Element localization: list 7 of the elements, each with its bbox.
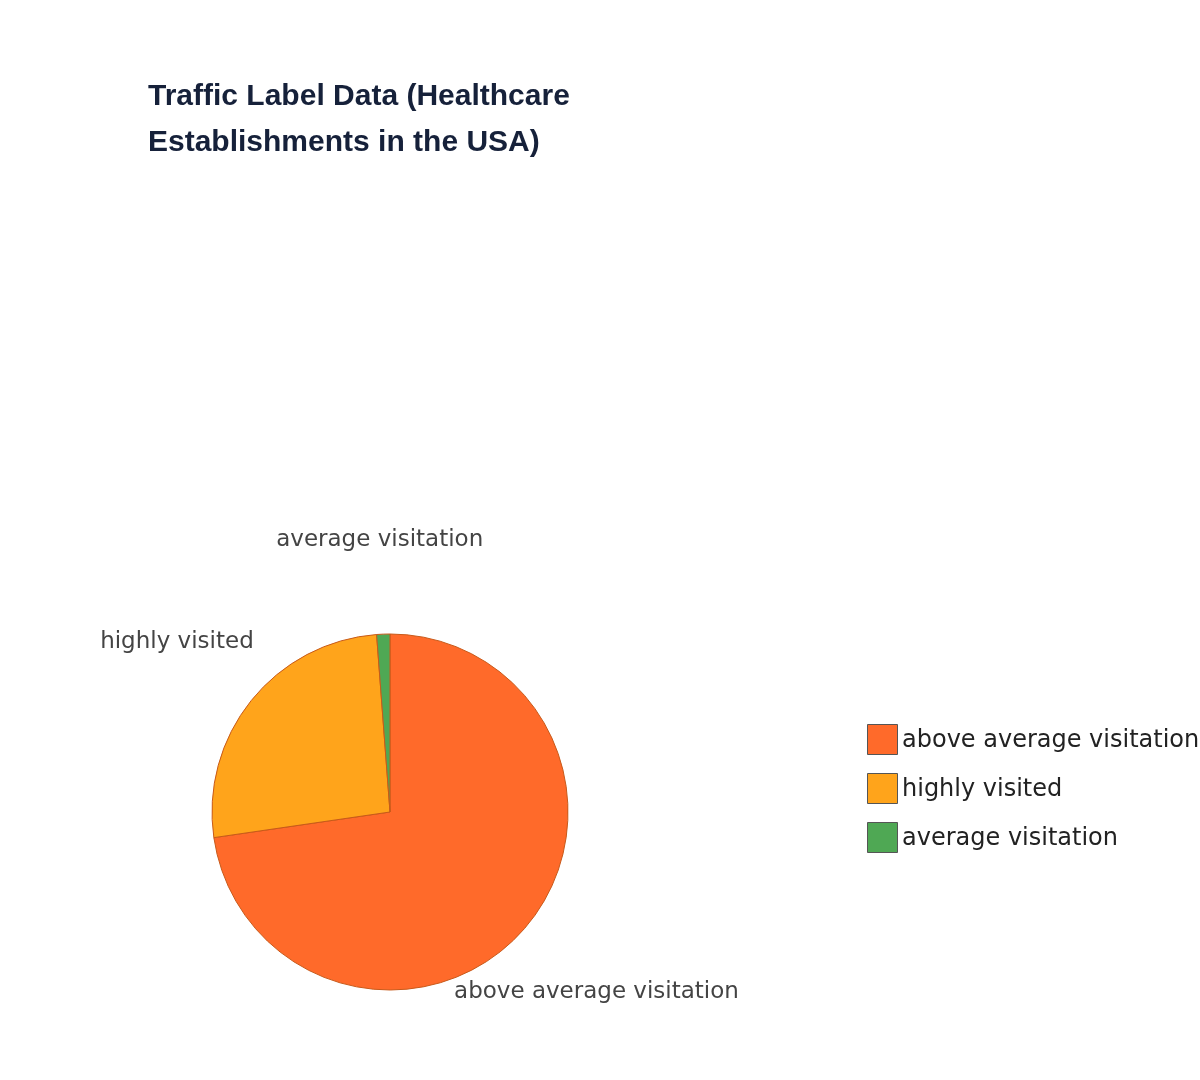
legend-label: average visitation xyxy=(902,822,1119,851)
slice-label: highly visited xyxy=(100,627,254,654)
category-label: average visitation xyxy=(276,525,484,552)
legend-label: above average visitation xyxy=(902,724,1200,753)
chart-title: Traffic Label Data (Healthcare Establishments in the USA) xyxy=(148,77,571,159)
slice-label: above average visitation xyxy=(454,976,739,1003)
legend-label: highly visited xyxy=(902,773,1063,802)
